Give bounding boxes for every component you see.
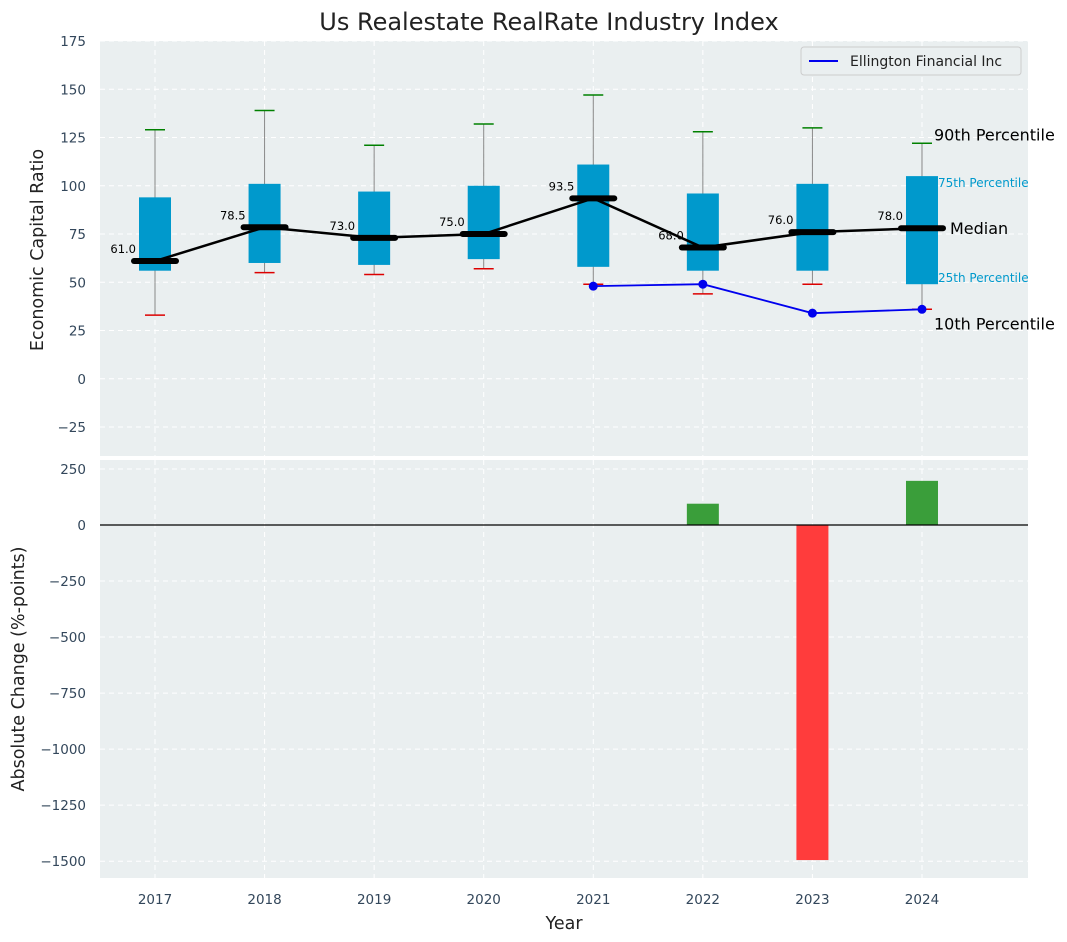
percentile-labels: 90th Percentile 75th Percentile Median 25th… (934, 125, 1055, 333)
change-bar (686, 503, 719, 525)
change-bar (905, 480, 938, 525)
y-tick-label: −500 (49, 630, 86, 646)
top-plot-background (100, 41, 1028, 456)
top-y-axis-label: Economic Capital Ratio (28, 149, 48, 351)
chart-title: Us Realestate RealRate Industry Index (319, 8, 778, 36)
median-line (154, 196, 923, 263)
x-tick-label: 2024 (905, 892, 939, 908)
bottom-grid (100, 460, 1028, 878)
x-tick-label: 2023 (795, 892, 829, 908)
median-trend-line (154, 196, 923, 263)
p10-label: 10th Percentile (934, 314, 1055, 333)
y-tick-label: 125 (60, 131, 86, 147)
y-tick-label: 150 (60, 82, 86, 98)
series-point (807, 308, 817, 318)
bottom-y-axis-label: Absolute Change (%-points) (9, 547, 29, 792)
y-tick-label: 75 (69, 227, 86, 243)
series-line (593, 283, 923, 315)
y-tick-label: 175 (60, 34, 86, 50)
top-y-ticks: −25 0 25 50 75 100 125 150 175 (58, 34, 87, 436)
y-tick-label: −25 (58, 420, 87, 436)
x-tick-label: 2022 (686, 892, 720, 908)
p25-label: 25th Percentile (938, 271, 1029, 285)
y-tick-label: 50 (69, 275, 86, 291)
box-iqr (796, 183, 829, 271)
median-value-label: 68.0 (658, 229, 684, 243)
change-bar (796, 524, 829, 861)
series-point (588, 281, 598, 291)
y-tick-label: −750 (49, 686, 86, 702)
median-value-label: 75.0 (439, 215, 465, 229)
y-tick-label: −1000 (40, 742, 86, 758)
median-value-label: 78.0 (877, 209, 903, 223)
x-axis-label: Year (544, 914, 583, 934)
box-iqr (686, 193, 719, 271)
median-value-label: 73.0 (330, 219, 356, 233)
legend-box (800, 46, 1022, 76)
box-plots: 61.0 78.5 73.0 75.0 93.5 68.0 76.0 78.0 (110, 94, 946, 316)
change-bars (686, 480, 938, 861)
x-ticks: 2017 2018 2019 2020 2021 2022 2023 2024 (138, 892, 939, 908)
median-value-label: 78.5 (220, 208, 246, 222)
x-tick-label: 2020 (467, 892, 501, 908)
box-iqr (467, 185, 500, 260)
y-tick-label: −1250 (40, 798, 86, 814)
y-tick-label: −250 (49, 574, 86, 590)
median-value-label: 61.0 (110, 242, 136, 256)
median-label: Median (950, 219, 1008, 238)
median-value-label: 76.0 (768, 213, 794, 227)
bottom-plot-background (100, 460, 1028, 878)
box-iqr (577, 164, 610, 267)
y-tick-label: −1500 (40, 854, 86, 870)
y-tick-label: 250 (60, 462, 86, 478)
y-tick-label: 100 (60, 179, 86, 195)
p75-label: 75th Percentile (938, 176, 1029, 190)
p90-label: 90th Percentile (934, 125, 1055, 144)
x-tick-label: 2017 (138, 892, 172, 908)
x-tick-label: 2019 (357, 892, 391, 908)
company-series (588, 279, 927, 318)
y-tick-label: 0 (77, 372, 86, 388)
box-iqr (248, 183, 281, 263)
box-iqr (358, 191, 391, 265)
legend-entry: Ellington Financial Inc (850, 54, 1002, 70)
x-tick-label: 2021 (576, 892, 610, 908)
y-tick-label: 0 (77, 518, 86, 534)
series-point (917, 304, 927, 314)
y-tick-label: 25 (69, 324, 86, 340)
median-value-label: 93.5 (549, 179, 575, 193)
series-point (698, 279, 708, 289)
x-tick-label: 2018 (247, 892, 281, 908)
bottom-y-ticks: −1500 −1250 −1000 −750 −500 −250 0 250 (40, 462, 86, 870)
legend: Ellington Financial Inc (800, 46, 1022, 76)
